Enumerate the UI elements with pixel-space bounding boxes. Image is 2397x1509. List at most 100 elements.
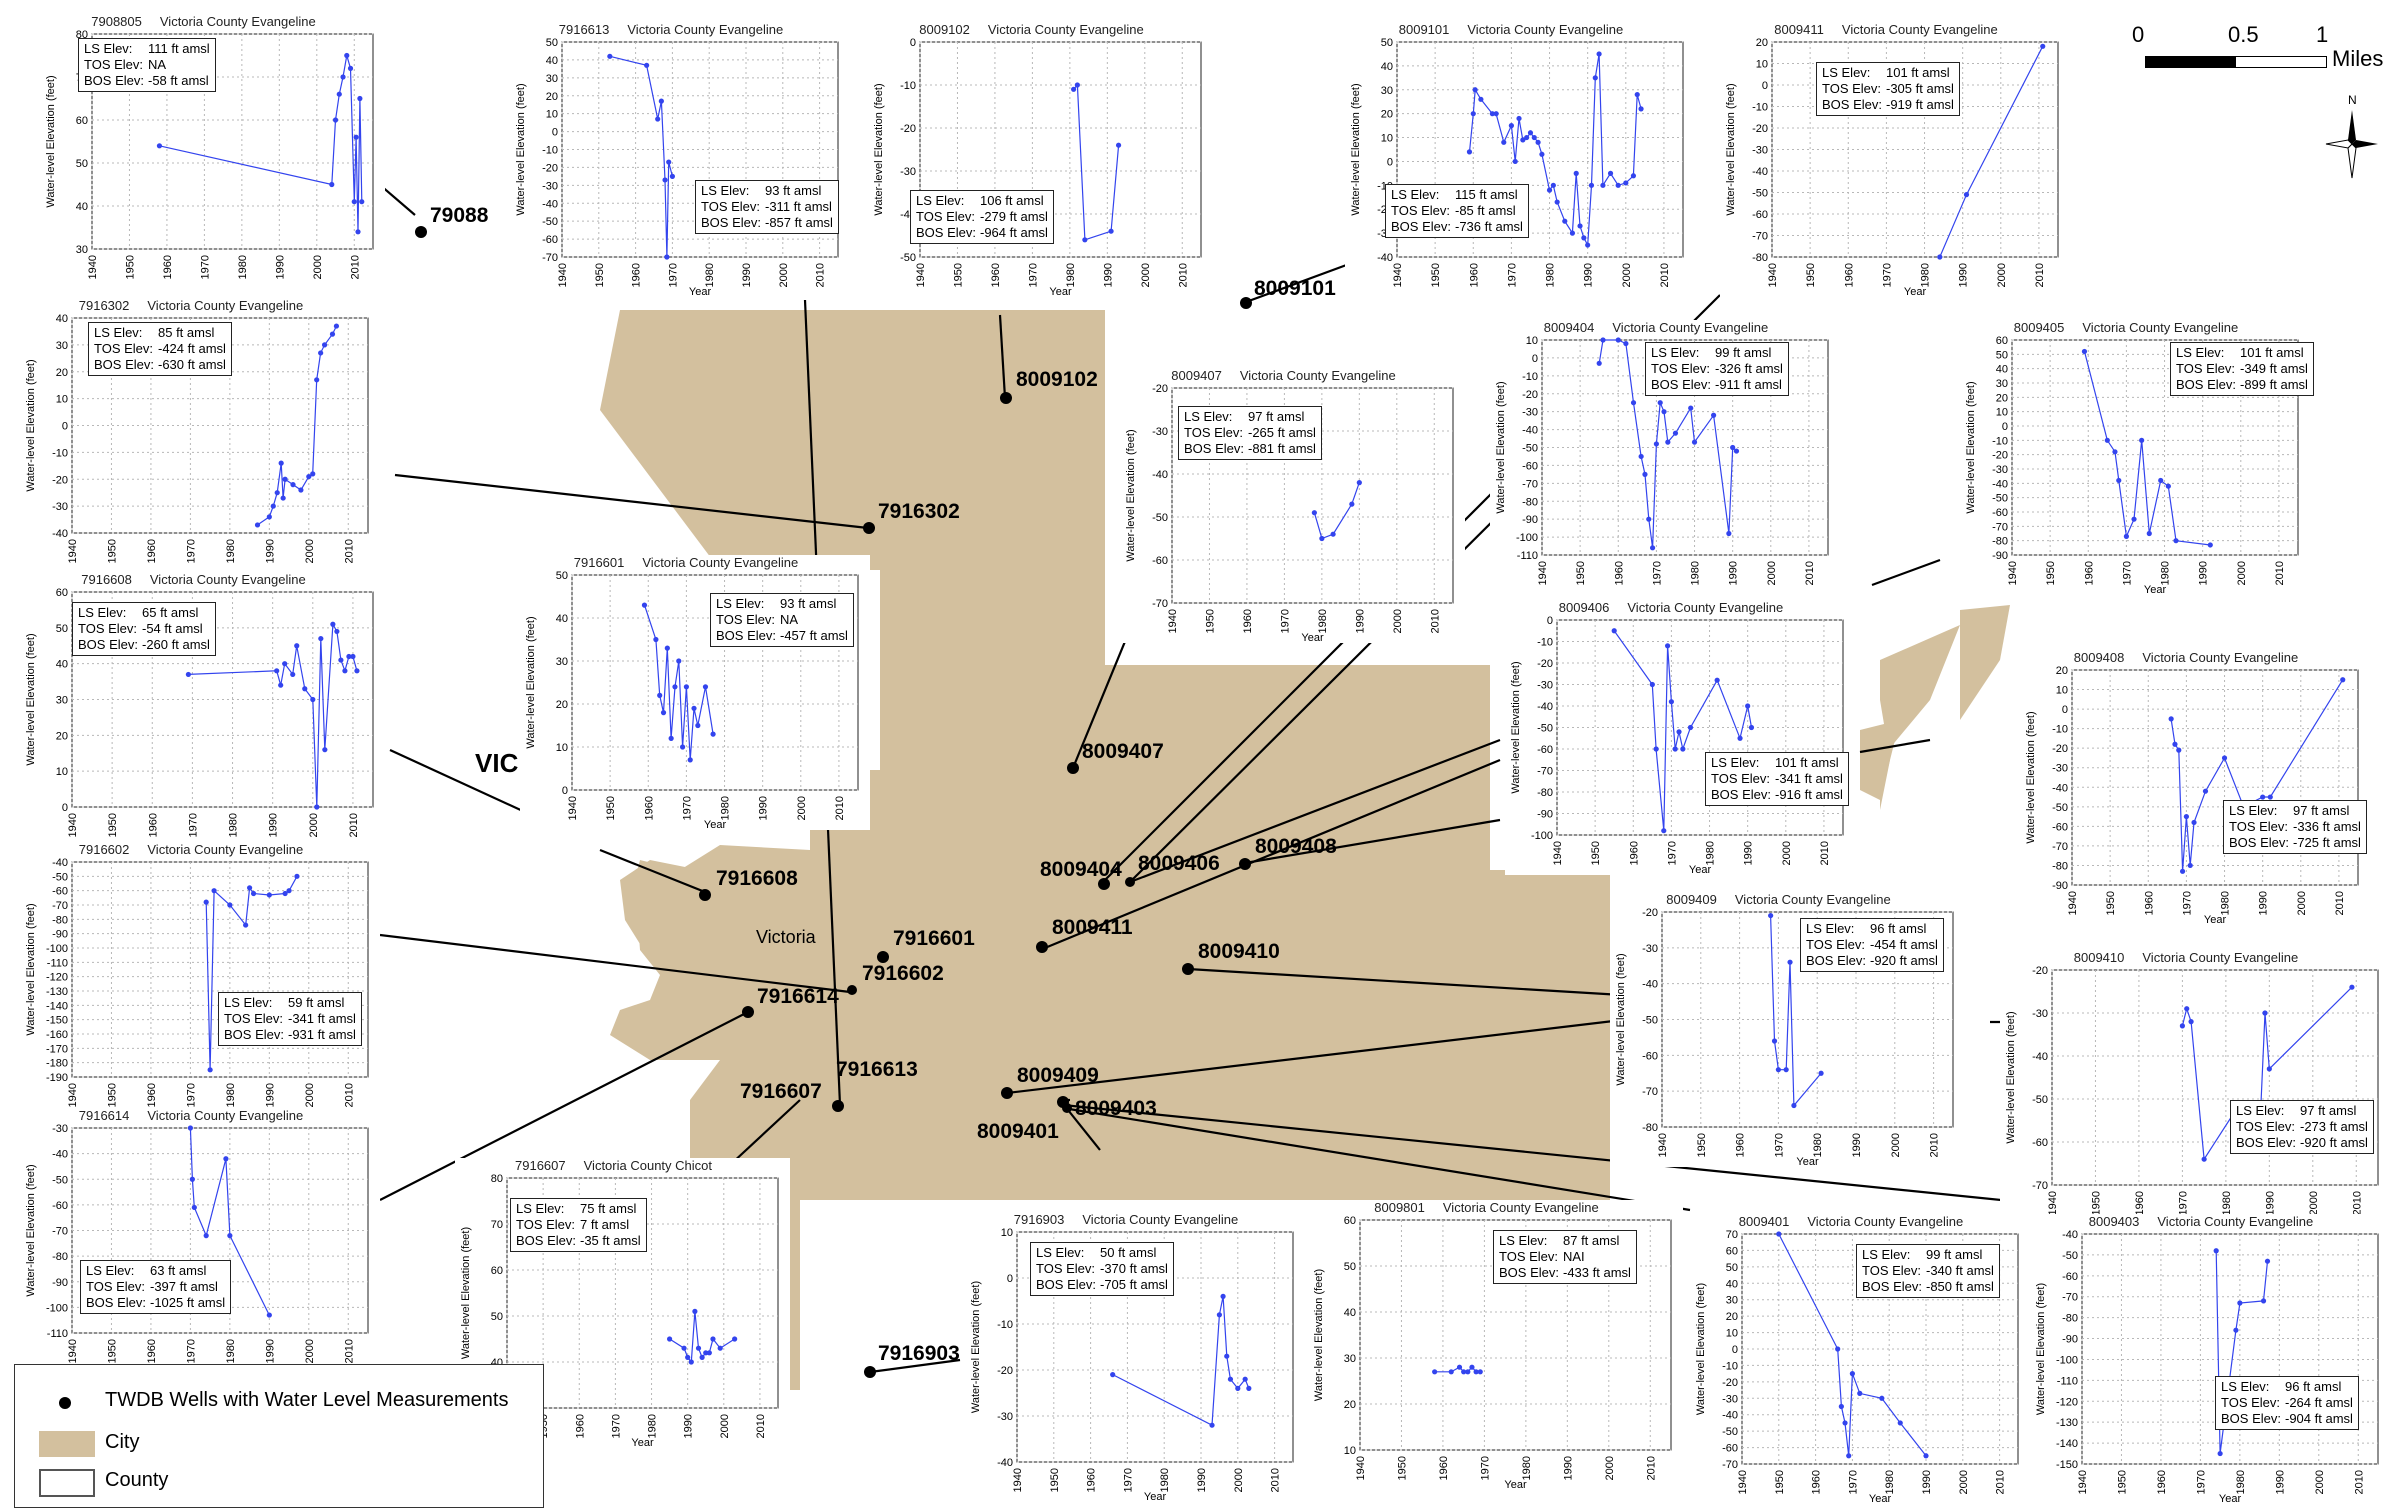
y-tick-label: -10 <box>1537 637 1553 649</box>
data-point <box>2237 1300 2243 1306</box>
y-tick-label: 0 <box>62 421 68 433</box>
x-tick-label: 1960 <box>2143 891 2155 915</box>
well-dot-7916302 <box>863 522 875 534</box>
x-tick-label: 1950 <box>1396 1456 1408 1480</box>
y-tick-label: -30 <box>900 166 916 178</box>
x-tick-label: 2010 <box>834 796 846 820</box>
x-tick-label: 1950 <box>1590 841 1602 865</box>
y-tick-label: 20 <box>1381 109 1393 121</box>
stats-key: LS Elev: <box>2236 1103 2285 1118</box>
stats-key: LS Elev: <box>224 995 273 1010</box>
well-label-8009411: 8009411 <box>1052 916 1133 939</box>
data-point <box>1516 115 1522 122</box>
y-tick-label: 0 <box>562 785 568 797</box>
data-point <box>1466 149 1473 155</box>
x-axis-label: Year <box>1144 1491 1167 1503</box>
data-point <box>1478 96 1484 102</box>
stats-key: BOS Elev: <box>516 1233 576 1248</box>
well-label-7916602: 7916602 <box>862 962 944 985</box>
y-axis-label: Water-level Elevation (feet) <box>25 903 37 1035</box>
data-point <box>2201 1156 2207 1162</box>
stats-value: -857 ft amsl <box>765 215 833 230</box>
stats-row-bos: BOS Elev: -916 ft amsl <box>1711 787 1843 803</box>
stats-row-ls: LS Elev: 101 ft amsl <box>1711 755 1843 771</box>
y-tick-label: -30 <box>52 501 68 513</box>
x-tick-label: 2010 <box>1659 263 1671 287</box>
chart-panel-8009102: 8009102 Victoria County Evangeline -50 -40-… <box>868 22 1213 298</box>
x-tick-label: 1950 <box>124 255 136 279</box>
data-point <box>688 1359 694 1365</box>
x-tick-label: 2000 <box>2314 1470 2326 1494</box>
data-point <box>1242 1376 1248 1382</box>
stats-row-tos: TOS Elev: NA <box>716 612 848 628</box>
well-dot-8009411 <box>1036 941 1048 953</box>
data-point <box>1108 228 1114 234</box>
x-tick-label: 1970 <box>1122 1468 1134 1492</box>
data-point <box>1473 1369 1479 1375</box>
y-tick-label: -130 <box>2056 1417 2078 1429</box>
y-tick-label: -40 <box>542 198 558 210</box>
data-point <box>353 134 359 140</box>
x-tick-label: 1990 <box>264 539 276 563</box>
stats-value: -424 ft amsl <box>158 341 226 356</box>
stats-key: LS Elev: <box>2221 1379 2270 1394</box>
stats-box: LS Elev: 99 ft amsl TOS Elev: -340 ft amsl B… <box>1856 1244 2000 1298</box>
stats-row-bos: BOS Elev: -920 ft amsl <box>2236 1135 2368 1151</box>
x-tick-label: 1990 <box>758 796 770 820</box>
data-point <box>641 602 648 608</box>
x-tick-label: 1970 <box>667 263 679 287</box>
stats-value: -370 ft amsl <box>1100 1261 1168 1276</box>
scale-unit: Miles <box>2332 46 2384 71</box>
stats-key: BOS Elev: <box>916 225 976 240</box>
y-tick-label: 20 <box>546 91 558 103</box>
stats-box: LS Elev: 50 ft amsl TOS Elev: -370 ft amsl B… <box>1030 1242 1174 1296</box>
y-tick-label: 60 <box>76 115 88 127</box>
data-point <box>717 1345 723 1351</box>
stats-box: LS Elev: 111 ft amsl TOS Elev: NA BOS Elev: -… <box>78 38 216 92</box>
chart-title-county: Victoria County Evangeline <box>1807 1214 1964 1229</box>
stats-value: 97 ft amsl <box>1248 409 1305 424</box>
y-tick-label: -10 <box>1752 102 1768 114</box>
data-point <box>207 1067 213 1073</box>
y-tick-label: -70 <box>542 252 558 264</box>
y-tick-label: -60 <box>2062 1271 2078 1283</box>
stats-key: TOS Elev: <box>84 57 144 72</box>
data-point <box>278 460 284 466</box>
well-dot-7916601 <box>877 951 889 963</box>
x-tick-label: 2000 <box>1766 561 1778 585</box>
stats-key: BOS Elev: <box>1499 1265 1559 1280</box>
data-point <box>710 1336 716 1342</box>
city-area-west <box>620 860 720 960</box>
chart-title: 7916608 Victoria County Evangeline <box>20 572 385 587</box>
y-axis-label: Water-level Elevation (feet) <box>25 1164 37 1296</box>
stats-row-ls: LS Elev: 59 ft amsl <box>224 995 356 1011</box>
chart-title: 8009403 Victoria County Evangeline <box>2030 1214 2390 1229</box>
x-tick-label: 1950 <box>106 1339 118 1363</box>
data-point <box>660 710 667 716</box>
y-tick-label: -50 <box>1152 512 1168 524</box>
chart-title-well: 8009406 <box>1558 600 1610 615</box>
y-tick-label: -30 <box>1642 943 1658 955</box>
stats-key: BOS Elev: <box>1651 377 1711 392</box>
data-point <box>203 1233 209 1239</box>
y-tick-label: -60 <box>2052 821 2068 833</box>
data-point <box>687 757 693 763</box>
data-point <box>2207 542 2213 548</box>
data-point <box>658 98 664 104</box>
stats-key: LS Elev: <box>2229 803 2278 818</box>
legend: TWDB Wells with Water Level Measurements… <box>14 1364 544 1508</box>
data-point <box>1849 1371 1855 1377</box>
y-tick-label: 40 <box>546 55 558 67</box>
data-point <box>1726 530 1732 537</box>
x-tick-label: 1980 <box>1705 841 1717 865</box>
stats-key: LS Elev: <box>1711 755 1760 770</box>
data-point <box>662 177 668 183</box>
chart-plot: -150 -140 -130 -120 -110 -100 -90 -80 -70 -60 -50 -… <box>2035 1229 2379 1505</box>
x-tick-label: 1990 <box>1921 1470 1933 1494</box>
x-tick-label: 1960 <box>643 796 655 820</box>
chart-plot: -40-30-20-100102030405019401950196019701… <box>1350 37 1684 287</box>
y-tick-label: 0 <box>1732 1344 1738 1356</box>
y-tick-label: -190 <box>46 1072 68 1084</box>
